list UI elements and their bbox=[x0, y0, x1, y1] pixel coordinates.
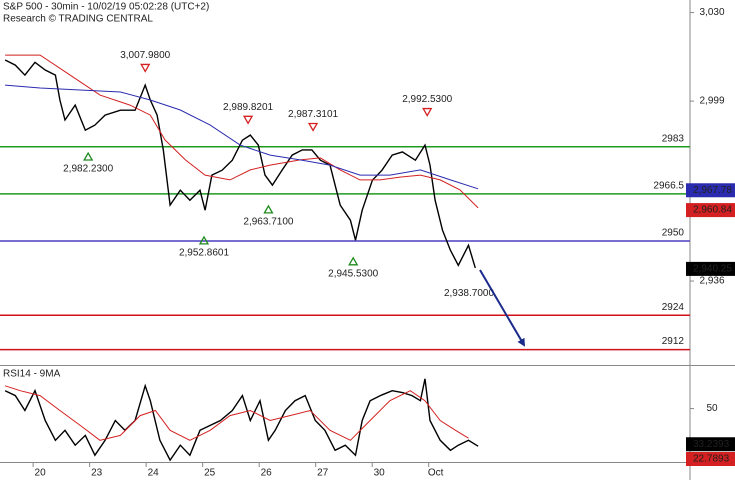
last-value-tag bbox=[686, 452, 735, 466]
rsi-title: RSI14 - 9MA bbox=[3, 369, 61, 380]
level-label: 2950 bbox=[662, 228, 685, 239]
low-label: 2,982.2300 bbox=[63, 164, 113, 175]
high-marker bbox=[422, 107, 433, 117]
series-line bbox=[5, 84, 479, 190]
last-value-label: 2,940.25 bbox=[693, 264, 732, 275]
low-marker bbox=[348, 256, 359, 266]
last-value-label: 22.7893 bbox=[693, 454, 730, 465]
high-marker bbox=[307, 122, 319, 132]
high-label: 2,987.3101 bbox=[288, 109, 338, 120]
low-marker bbox=[83, 151, 94, 161]
low-marker bbox=[198, 235, 210, 245]
level-label: 2912 bbox=[662, 336, 685, 347]
x-tick-label: 20 bbox=[35, 468, 47, 479]
last-value-tag bbox=[686, 261, 735, 276]
last-value-label: 2,967.78 bbox=[693, 185, 732, 196]
high-label: 3,007.9800 bbox=[120, 50, 170, 61]
last-value-tag bbox=[686, 437, 735, 452]
series-line bbox=[4, 378, 479, 462]
level-label: 2983 bbox=[662, 133, 685, 144]
y-tick-label: 50 bbox=[706, 403, 718, 414]
high-label: 2,989.8201 bbox=[223, 102, 273, 113]
series-line bbox=[4, 385, 469, 441]
high-label: 2,992.5300 bbox=[402, 94, 452, 105]
rsi-panel: 50 33.2393 22.7893 20 23 24 25 26 27 30 Oct bbox=[4, 378, 735, 479]
level-label: 2924 bbox=[662, 302, 685, 313]
price-panel: 3,030 2,999 2,936 2983 2966.5 2950 2924 2912 3,0… bbox=[0, 7, 735, 351]
low-marker bbox=[263, 204, 274, 214]
x-tick-label: 23 bbox=[91, 468, 103, 479]
low-label: 2,952.8601 bbox=[179, 248, 229, 259]
y-tick-label: 3,030 bbox=[699, 7, 724, 18]
series-line bbox=[5, 54, 479, 209]
chart-subtitle: Research © TRADING CENTRAL bbox=[3, 14, 153, 25]
low-label: 2,963.7100 bbox=[243, 217, 293, 228]
level-label: 2966.5 bbox=[653, 181, 684, 192]
x-tick-label: 27 bbox=[317, 468, 329, 479]
last-value-tag bbox=[686, 203, 735, 218]
last-value-label: 33.2393 bbox=[693, 439, 730, 450]
x-tick-label: 25 bbox=[204, 468, 216, 479]
y-tick-label: 2,936 bbox=[699, 276, 724, 287]
last-value-label: 2,960.84 bbox=[693, 205, 732, 216]
high-marker bbox=[242, 115, 254, 125]
y-tick-label: 2,999 bbox=[699, 96, 724, 107]
low-label: 2,945.5300 bbox=[328, 268, 378, 279]
series-line bbox=[4, 59, 476, 269]
forecast-arrow bbox=[479, 269, 526, 347]
x-tick-label: 24 bbox=[148, 468, 160, 479]
x-tick-label: Oct bbox=[428, 468, 444, 479]
x-tick-label: 30 bbox=[374, 468, 386, 479]
last-value-tag bbox=[686, 183, 735, 198]
chart-title: S&P 500 - 30min - 10/02/19 05:02:28 (UTC… bbox=[3, 2, 209, 13]
high-marker bbox=[140, 63, 151, 73]
x-tick-label: 26 bbox=[261, 468, 273, 479]
target-label: 2,938.7000 bbox=[444, 288, 494, 299]
